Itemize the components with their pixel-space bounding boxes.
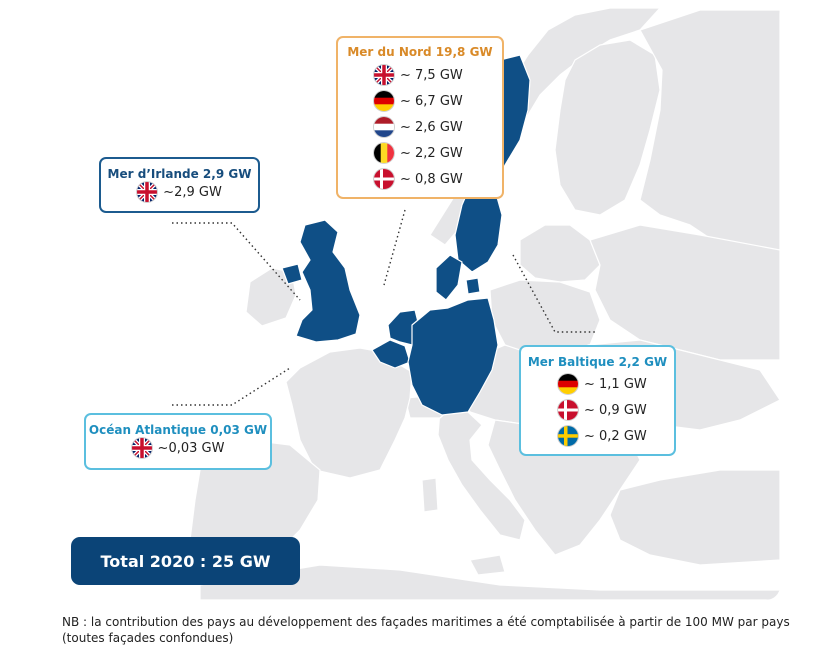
baltic-row-germany: ~ 1,1 GW — [558, 371, 674, 397]
north-sea-row-germany: ~ 6,7 GW — [374, 88, 502, 114]
russia-north-region — [639, 9, 780, 251]
baltic-value-germany: ~ 1,1 GW — [584, 376, 647, 392]
northern-ireland-region — [281, 263, 303, 285]
ireland-country — [245, 267, 297, 327]
north-sea-value-denmark: ~ 0,8 GW — [400, 171, 463, 187]
united-kingdom-country — [295, 219, 361, 343]
atlantic-title: Océan Atlantique 0,03 GW — [88, 423, 268, 437]
italy-country — [437, 409, 526, 541]
sicily-island — [469, 554, 506, 576]
north-sea-row-belgium: ~ 2,2 GW — [374, 140, 502, 166]
germany-flag-icon — [558, 374, 578, 394]
irish-sea-title: Mer d’Irlande 2,9 GW — [107, 167, 252, 181]
finland-region — [554, 39, 661, 216]
atlantic-callout: Océan Atlantique 0,03 GW ~0,03 GW — [84, 413, 272, 470]
irish-sea-callout: Mer d’Irlande 2,9 GW ~2,9 GW — [99, 157, 260, 213]
baltic-row-sweden: ~ 0,2 GW — [558, 423, 674, 449]
denmark-country — [435, 254, 463, 301]
total-badge: Total 2020 : 25 GW — [71, 537, 300, 585]
uk-flag-icon — [131, 438, 152, 458]
north-sea-callout: Mer du Nord 19,8 GW ~ 7,5 GW ~ 6,7 GW ~ … — [336, 36, 504, 199]
irish-sea-value-uk: ~2,9 GW — [163, 184, 222, 200]
baltic-callout: Mer Baltique 2,2 GW ~ 1,1 GW ~ 0,9 GW ~ … — [519, 345, 676, 456]
denmark-islands — [465, 277, 481, 295]
north-sea-row-uk: ~ 7,5 GW — [374, 62, 502, 88]
north-sea-value-netherlands: ~ 2,6 GW — [400, 119, 463, 135]
baltic-value-sweden: ~ 0,2 GW — [584, 428, 647, 444]
france-country — [285, 347, 413, 479]
netherlands-flag-icon — [374, 117, 394, 137]
uk-flag-icon — [137, 182, 158, 202]
germany-country — [407, 297, 499, 416]
leader-line-irish-sea — [172, 222, 301, 301]
denmark-flag-icon — [374, 169, 394, 189]
atlantic-value-uk: ~0,03 GW — [157, 440, 225, 456]
belarus-russia-region — [589, 224, 780, 361]
north-sea-value-germany: ~ 6,7 GW — [400, 93, 463, 109]
sweden-flag-icon — [558, 426, 578, 446]
baltic-title: Mer Baltique 2,2 GW — [527, 355, 668, 369]
leader-line-north-sea — [383, 209, 406, 286]
denmark-flag-icon — [558, 400, 578, 420]
north-sea-row-denmark: ~ 0,8 GW — [374, 166, 502, 192]
leader-line-atlantic — [172, 367, 291, 406]
atlantic-row-uk: ~0,03 GW — [86, 437, 270, 459]
irish-sea-row-uk: ~2,9 GW — [101, 181, 258, 203]
baltic-value-denmark: ~ 0,9 GW — [584, 402, 647, 418]
baltic-row-denmark: ~ 0,9 GW — [558, 397, 674, 423]
footnote: NB : la contribution des pays au dévelop… — [62, 615, 790, 645]
belgium-flag-icon — [374, 143, 394, 163]
sardinia-island — [421, 477, 439, 513]
north-sea-value-belgium: ~ 2,2 GW — [400, 145, 463, 161]
north-sea-row-netherlands: ~ 2,6 GW — [374, 114, 502, 140]
baltic-states-region — [519, 224, 601, 283]
germany-flag-icon — [374, 91, 394, 111]
north-sea-title: Mer du Nord 19,8 GW — [347, 45, 493, 59]
north-sea-value-uk: ~ 7,5 GW — [400, 67, 463, 83]
uk-flag-icon — [374, 65, 394, 85]
turkey-region — [609, 469, 780, 566]
